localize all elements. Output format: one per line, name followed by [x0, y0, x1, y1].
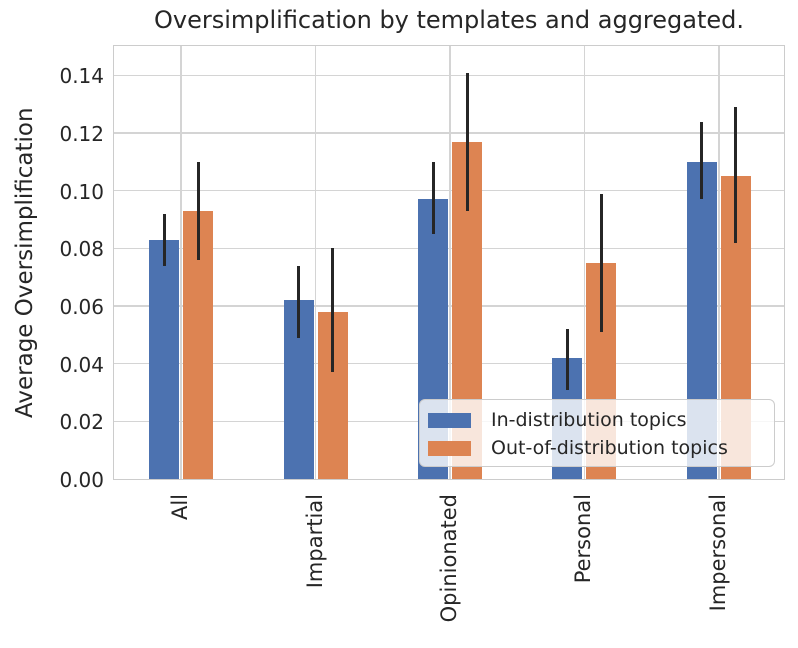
vertical-gridline	[449, 46, 451, 479]
y-tick-label: 0.08	[59, 237, 104, 262]
x-tick-label-impersonal: Impersonal	[705, 494, 730, 612]
y-tick-label: 0.06	[59, 295, 104, 320]
legend-swatch-in-distribution	[428, 412, 471, 428]
plot-area	[113, 45, 785, 480]
error-bar-impersonal-in-distribution	[700, 121, 704, 200]
horizontal-gridline	[114, 247, 784, 250]
x-tick-label-personal: Personal	[571, 494, 596, 584]
error-bar-personal-out-of-distribution	[599, 193, 603, 332]
y-tick-label: 0.00	[59, 468, 104, 492]
y-tick-label: 0.12	[59, 122, 104, 147]
vertical-gridline	[583, 46, 586, 479]
legend-label-out-of-distribution: Out-of-distribution topics	[491, 437, 728, 459]
horizontal-gridline	[114, 362, 784, 365]
y-tick-label: 0.10	[59, 179, 104, 204]
error-bar-impersonal-out-of-distribution	[734, 107, 738, 243]
horizontal-gridline	[114, 305, 784, 307]
x-tick-label-all: All	[168, 494, 193, 521]
legend-swatch-out-of-distribution	[428, 440, 471, 456]
y-tick-label: 0.14	[59, 64, 104, 89]
vertical-gridline	[180, 46, 182, 479]
error-bar-all-in-distribution	[162, 213, 166, 266]
error-bar-opinionated-in-distribution	[431, 161, 435, 234]
legend-entry-in-distribution: In-distribution topics	[428, 406, 766, 434]
horizontal-gridline	[114, 74, 784, 77]
x-tick-label-impartial: Impartial	[302, 494, 327, 589]
x-tick-label-opinionated: Opinionated	[437, 494, 461, 623]
vertical-gridline	[718, 46, 720, 479]
horizontal-gridline	[114, 189, 784, 192]
legend: In-distribution topics Out-of-distributi…	[419, 399, 775, 467]
error-bar-personal-in-distribution	[565, 329, 569, 390]
y-tick-label: 0.02	[59, 410, 104, 435]
vertical-gridline	[314, 46, 317, 479]
error-bar-opinionated-out-of-distribution	[465, 72, 469, 211]
legend-label-in-distribution: In-distribution topics	[491, 409, 687, 431]
bar-all-in-distribution	[149, 239, 180, 479]
error-bar-impartial-out-of-distribution	[331, 248, 335, 373]
error-bar-all-out-of-distribution	[196, 161, 200, 260]
horizontal-gridline	[114, 132, 784, 134]
error-bar-impartial-in-distribution	[297, 265, 301, 338]
chart-title: Oversimplification by templates and aggr…	[153, 6, 745, 34]
legend-entry-out-of-distribution: Out-of-distribution topics	[428, 434, 766, 462]
y-tick-label: 0.04	[59, 352, 104, 377]
